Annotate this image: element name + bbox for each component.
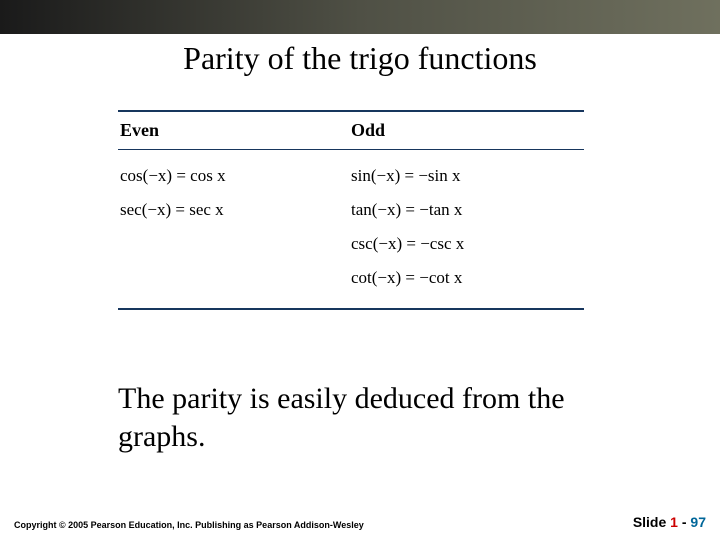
table-header-row: Even Odd — [118, 112, 584, 149]
page-total: 97 — [690, 514, 706, 530]
page-sep: - — [682, 514, 687, 530]
even-column: cos(−x) = cos x sec(−x) = sec x — [120, 166, 351, 288]
odd-column: sin(−x) = −sin x tan(−x) = −tan x csc(−x… — [351, 166, 582, 288]
page-num: 1 — [670, 514, 678, 530]
header-even: Even — [120, 120, 351, 141]
equation: sin(−x) = −sin x — [351, 166, 582, 186]
table-rule-bottom — [118, 308, 584, 310]
parity-table: Even Odd cos(−x) = cos x sec(−x) = sec x… — [118, 110, 584, 310]
equation: sec(−x) = sec x — [120, 200, 351, 220]
header-odd: Odd — [351, 120, 582, 141]
copyright-text: Copyright © 2005 Pearson Education, Inc.… — [14, 520, 364, 530]
top-bar — [0, 0, 720, 34]
slide: Parity of the trigo functions Even Odd c… — [0, 0, 720, 540]
footer: Copyright © 2005 Pearson Education, Inc.… — [14, 514, 706, 530]
table-body-row: cos(−x) = cos x sec(−x) = sec x sin(−x) … — [118, 150, 584, 308]
body-text: The parity is easily deduced from the gr… — [118, 380, 598, 455]
page-indicator: Slide 1 - 97 — [633, 514, 706, 530]
equation: cot(−x) = −cot x — [351, 268, 582, 288]
page-label: Slide — [633, 514, 666, 530]
equation: csc(−x) = −csc x — [351, 234, 582, 254]
equation: tan(−x) = −tan x — [351, 200, 582, 220]
equation: cos(−x) = cos x — [120, 166, 351, 186]
slide-title: Parity of the trigo functions — [0, 40, 720, 77]
